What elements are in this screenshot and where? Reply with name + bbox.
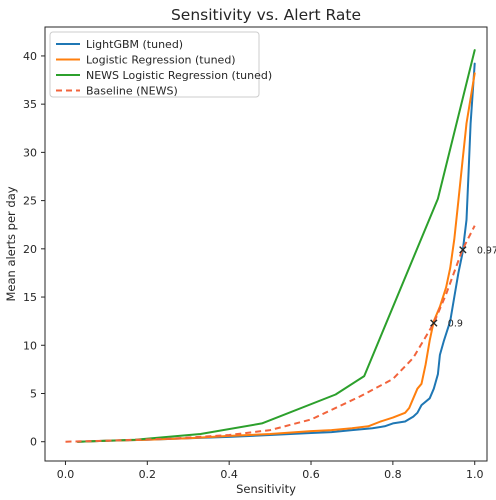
legend-label: NEWS Logistic Regression (tuned) [86, 69, 272, 82]
x-tick-label: 0.4 [220, 468, 238, 481]
annotation-marker [430, 319, 438, 327]
legend: LightGBM (tuned) Logistic Regression (tun… [49, 31, 272, 98]
y-axis-label: Mean alerts per day [4, 186, 18, 301]
y-tick-label: 10 [23, 339, 37, 352]
series-line-3 [65, 225, 476, 443]
annotation-label: 0.9 [448, 319, 463, 330]
chart-title: Sensitivity vs. Alert Rate [171, 6, 361, 24]
y-tick-label: 5 [30, 387, 37, 400]
x-tick-label: 0.6 [302, 468, 320, 481]
legend-label: Baseline (NEWS) [86, 85, 178, 98]
x-tick-label: 0.8 [384, 468, 402, 481]
x-tick-label: 0.2 [139, 468, 157, 481]
y-ticks: 0 5 10 15 20 25 30 35 40 [23, 50, 45, 449]
series-line-1 [76, 72, 476, 443]
series-lines [65, 49, 476, 443]
x-ticks: 0.0 0.2 0.4 0.6 0.8 1.0 [57, 461, 484, 481]
annotations: 0.9 0.971 [430, 245, 496, 330]
legend-label: Logistic Regression (tuned) [86, 54, 236, 67]
annotation-label: 0.971 [477, 245, 496, 256]
annotation-marker [459, 246, 467, 254]
legend-box [49, 31, 260, 98]
y-tick-label: 40 [23, 50, 37, 63]
y-tick-label: 15 [23, 291, 37, 304]
x-tick-label: 1.0 [466, 468, 484, 481]
y-tick-label: 30 [23, 146, 37, 159]
legend-label: LightGBM (tuned) [86, 38, 183, 51]
x-axis-label: Sensitivity [236, 482, 296, 496]
plot-area [44, 26, 488, 462]
y-tick-label: 20 [23, 243, 37, 256]
y-tick-label: 25 [23, 195, 37, 208]
x-tick-label: 0.0 [57, 468, 75, 481]
y-tick-label: 35 [23, 98, 37, 111]
y-tick-label: 0 [30, 436, 37, 449]
